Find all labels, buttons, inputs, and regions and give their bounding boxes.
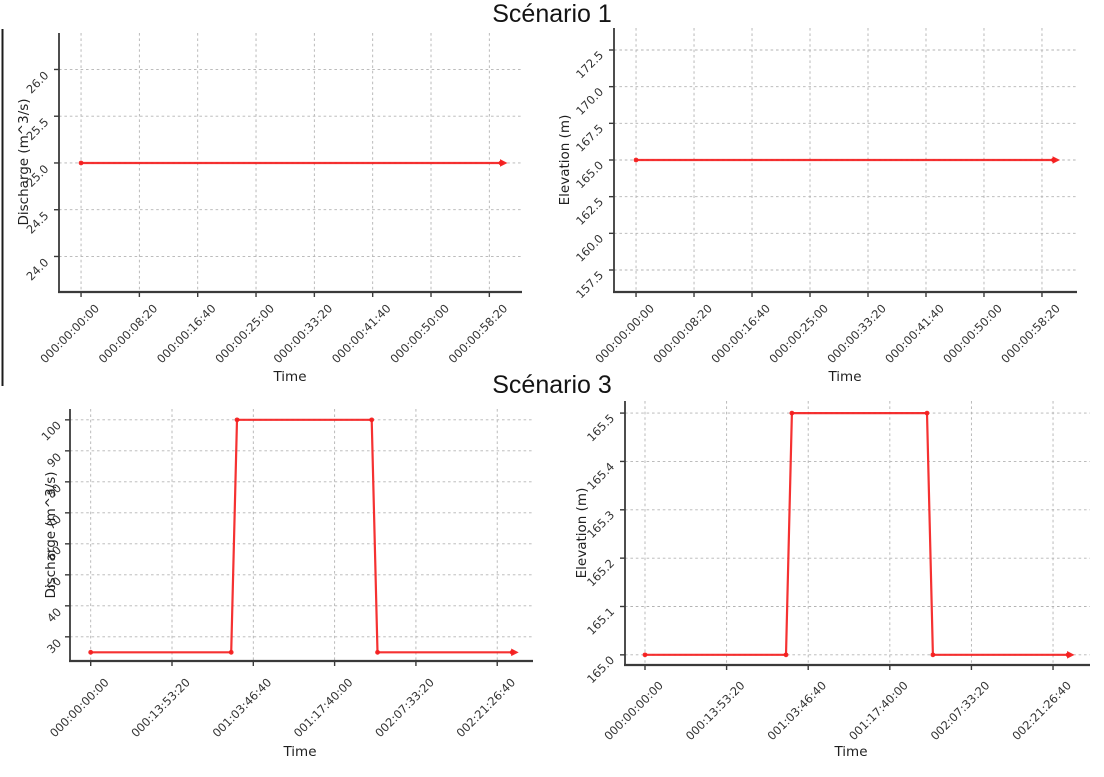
x-axis-label: Time — [282, 744, 316, 760]
series-end-arrow-icon — [511, 648, 519, 657]
y-tick-label: 170.0 — [573, 85, 606, 118]
y-tick-label: 100 — [39, 418, 64, 443]
tick-labels: 000:00:00:00 000:13:53:20 001:03:46:40 001:… — [39, 418, 519, 740]
y-axis-label: Discharge (m^3/s) — [16, 98, 32, 225]
y-tick-label: 167.5 — [573, 121, 606, 154]
chart-scenario1-discharge: 000:00:00:00000:00:08:20000:00:16:40000:… — [16, 33, 522, 385]
series-markers — [88, 417, 519, 657]
ticks — [65, 419, 498, 666]
x-tick-label: 001:17:40:00 — [846, 678, 911, 743]
x-tick-label: 000:00:25:00 — [766, 301, 831, 366]
y-tick-label: 172.5 — [573, 48, 606, 81]
y-tick-label: 165.1 — [584, 605, 617, 638]
x-tick-label: 001:17:40:00 — [291, 675, 356, 740]
x-axis-label: Time — [827, 369, 861, 385]
x-tick-label: 000:00:08:20 — [96, 301, 161, 366]
suptitle-scenario-3: Scénario 3 — [492, 371, 612, 399]
x-axis-label: Time — [833, 744, 867, 760]
tick-labels: 000:00:00:00 000:13:53:20 001:03:46:40 001:… — [584, 411, 1074, 743]
y-tick-label: 162.5 — [573, 195, 606, 228]
x-tick-label: 000:00:25:00 — [212, 301, 277, 366]
series-markers — [642, 410, 1075, 659]
series-end-arrow-icon — [500, 159, 508, 167]
y-axis-label: Elevation (m) — [574, 488, 590, 579]
y-tick-label: 90 — [44, 450, 64, 470]
series-end-arrow-icon — [1067, 651, 1075, 659]
x-tick-label: 000:13:53:20 — [128, 675, 193, 740]
x-tick-label: 000:00:33:20 — [271, 301, 336, 366]
y-tick-label: 24.0 — [23, 255, 51, 283]
series-markers — [633, 156, 1061, 164]
y-tick-label: 165.5 — [584, 411, 617, 444]
x-tick-label: 001:03:46:40 — [210, 675, 275, 740]
x-tick-label: 000:00:58:20 — [998, 301, 1063, 366]
ticks — [620, 412, 1054, 670]
x-tick-label: 000:00:00:00 — [47, 675, 112, 740]
x-tick-label: 002:21:26:40 — [1009, 678, 1074, 743]
tick-labels: 000:00:00:00000:00:08:20000:00:16:40000:… — [23, 68, 510, 366]
x-tick-label: 000:00:00:00 — [592, 301, 657, 366]
series-end-arrow-icon — [1052, 156, 1061, 164]
grid — [70, 409, 533, 661]
y-axis-label: Elevation (m) — [557, 115, 573, 206]
x-tick-label: 002:21:26:40 — [454, 675, 519, 740]
ticks — [54, 68, 491, 297]
chart-scenario3-discharge: 000:00:00:00 000:13:53:20 001:03:46:40 001:… — [39, 409, 533, 760]
series-line-discharge — [89, 418, 514, 654]
series-line-elevation — [643, 412, 1070, 656]
x-tick-label: 000:00:33:20 — [824, 301, 889, 366]
x-tick-label: 000:00:41:40 — [329, 301, 394, 366]
chart-scenario1-elevation: 000:00:00:00000:00:08:20000:00:16:40000:… — [557, 28, 1077, 385]
x-tick-label: 000:00:16:40 — [708, 301, 773, 366]
ticks — [609, 49, 1043, 297]
x-tick-label: 000:00:08:20 — [650, 301, 715, 366]
y-tick-label: 160.0 — [573, 231, 606, 264]
x-tick-label: 000:00:16:40 — [154, 301, 219, 366]
x-tick-label: 002:07:33:20 — [928, 678, 993, 743]
y-tick-label: 157.5 — [573, 268, 606, 301]
x-axis-label: Time — [272, 369, 306, 385]
series-markers — [78, 159, 508, 167]
y-tick-label: 30 — [44, 636, 64, 656]
x-tick-label: 000:13:53:20 — [683, 678, 748, 743]
x-tick-label: 000:00:00:00 — [601, 678, 666, 743]
y-tick-label: 40 — [44, 605, 64, 625]
y-axis-label: Discharge (m^3/s) — [43, 471, 59, 598]
x-tick-label: 000:00:41:40 — [882, 301, 947, 366]
x-tick-label: 001:03:46:40 — [765, 678, 830, 743]
tick-labels: 000:00:00:00000:00:08:20000:00:16:40000:… — [573, 48, 1063, 366]
y-tick-label: 165.0 — [584, 653, 617, 686]
y-tick-label: 165.0 — [573, 158, 606, 191]
x-tick-label: 000:00:58:20 — [446, 301, 511, 366]
x-tick-label: 002:07:33:20 — [372, 675, 437, 740]
x-tick-label: 000:00:00:00 — [37, 301, 102, 366]
grid — [625, 401, 1090, 665]
chart-scenario3-elevation: 000:00:00:00 000:13:53:20 001:03:46:40 001:… — [574, 401, 1090, 760]
x-tick-label: 000:00:50:00 — [387, 301, 452, 366]
suptitle-scenario-1: Scénario 1 — [492, 0, 612, 28]
x-tick-label: 000:00:50:00 — [940, 301, 1005, 366]
y-tick-label: 26.0 — [23, 68, 51, 96]
